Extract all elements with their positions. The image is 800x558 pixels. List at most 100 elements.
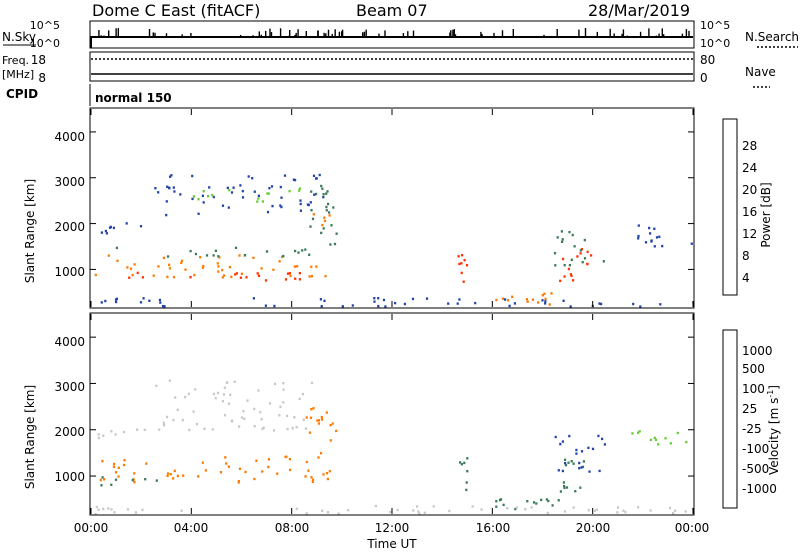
- power-ylabel: Slant Range [km]: [23, 179, 37, 283]
- nsky-label: N.Sky: [2, 30, 36, 44]
- power-colorbar: 28 24 20 16 12 8 4 Power [dB]: [722, 118, 773, 296]
- power-cell: [136, 271, 139, 275]
- freq-unit: [MHz]: [2, 68, 34, 81]
- power-cell: [637, 234, 640, 238]
- power-cell: [571, 233, 574, 237]
- velocity-cell: [99, 478, 102, 482]
- velocity-cell: [219, 471, 222, 474]
- cpid-text: normal 150: [95, 91, 172, 105]
- nave-tick-low: 0: [700, 71, 708, 85]
- power-cell: [576, 255, 579, 258]
- power-cell: [212, 195, 215, 199]
- power-cell: [288, 189, 291, 193]
- power-cell: [115, 300, 118, 304]
- velocity-cell: [112, 465, 116, 468]
- velocity-cell: [326, 511, 330, 514]
- velocity-region-6: [495, 498, 560, 511]
- power-cell: [463, 259, 466, 262]
- power-region-9: [495, 292, 553, 306]
- velocity-cell: [268, 402, 272, 405]
- velocity-cell: [570, 460, 573, 463]
- power-cbar-tick-8: 8: [742, 249, 750, 263]
- velocity-cell: [631, 432, 634, 435]
- velocity-cell: [201, 461, 204, 464]
- velocity-cell: [514, 507, 517, 511]
- power-cell: [223, 274, 226, 277]
- velocity-cell: [295, 507, 298, 510]
- velocity-cell: [316, 419, 319, 422]
- power-cell: [322, 193, 325, 196]
- velocity-cell: [564, 463, 568, 467]
- vel-cbar-tick-1000: 1000: [742, 344, 773, 358]
- velocity-cell: [172, 418, 175, 422]
- power-cell: [105, 232, 108, 235]
- velocity-cell: [97, 436, 100, 440]
- power-cell: [513, 302, 516, 305]
- velocity-region-4: [305, 407, 338, 464]
- velocity-cell: [423, 511, 426, 514]
- velocity-cell: [653, 436, 656, 440]
- velocity-cell: [110, 483, 113, 486]
- velocity-cell: [211, 428, 214, 431]
- power-region-7: [312, 213, 331, 227]
- power-cell: [312, 213, 315, 216]
- xtick-0800: 08:00: [275, 521, 310, 535]
- velocity-cell: [574, 490, 577, 493]
- velocity-cell: [225, 462, 228, 465]
- velocity-cell: [579, 486, 582, 489]
- power-cell: [294, 249, 297, 253]
- power-cell: [572, 279, 575, 282]
- power-cell: [192, 195, 195, 198]
- power-cell: [373, 300, 376, 303]
- velocity-cell: [545, 498, 548, 501]
- power-cell: [202, 190, 205, 193]
- power-cell: [107, 254, 110, 257]
- power-cell: [260, 267, 263, 270]
- power-cell: [554, 264, 557, 267]
- power-cell: [474, 301, 477, 305]
- power-cell: [256, 272, 259, 275]
- velocity-cell: [564, 462, 567, 465]
- power-cell: [310, 190, 313, 193]
- velocity-cell: [328, 470, 331, 473]
- velocity-region-8: [554, 434, 606, 473]
- power-cell: [201, 194, 204, 197]
- power-cell: [309, 225, 312, 228]
- power-cell: [165, 213, 168, 217]
- power-cell: [690, 242, 693, 245]
- velocity-cell: [267, 465, 270, 469]
- freq-tick-low: 8: [38, 71, 46, 85]
- power-cell: [315, 192, 318, 196]
- velocity-cell: [114, 433, 117, 436]
- power-cell: [109, 225, 112, 229]
- velocity-cell: [337, 512, 340, 515]
- power-cell: [280, 196, 283, 199]
- power-cell: [570, 274, 573, 277]
- power-cell: [460, 271, 463, 275]
- power-cell: [655, 236, 659, 239]
- vel-cbar-tick-neg100: -100: [742, 442, 769, 456]
- power-cell: [152, 274, 155, 277]
- velocity-cell: [465, 481, 468, 484]
- velocity-cell: [288, 458, 291, 461]
- power-cell: [304, 248, 307, 251]
- velocity-cell: [188, 428, 191, 432]
- power-cell: [659, 303, 662, 306]
- power-cell: [221, 268, 224, 272]
- power-cell: [278, 260, 281, 263]
- power-cell: [245, 276, 248, 279]
- velocity-cell: [593, 509, 596, 512]
- power-cell: [202, 201, 205, 204]
- velocity-cell: [389, 510, 392, 514]
- power-cell: [299, 202, 302, 206]
- power-cell: [230, 191, 234, 194]
- power-cell: [308, 253, 311, 256]
- velocity-cell: [103, 478, 106, 481]
- velocity-cell: [238, 425, 241, 428]
- power-cell: [272, 268, 275, 271]
- power-cell: [562, 299, 565, 302]
- velocity-cell: [580, 450, 584, 453]
- power-cell: [115, 297, 118, 300]
- power-cell: [162, 256, 165, 260]
